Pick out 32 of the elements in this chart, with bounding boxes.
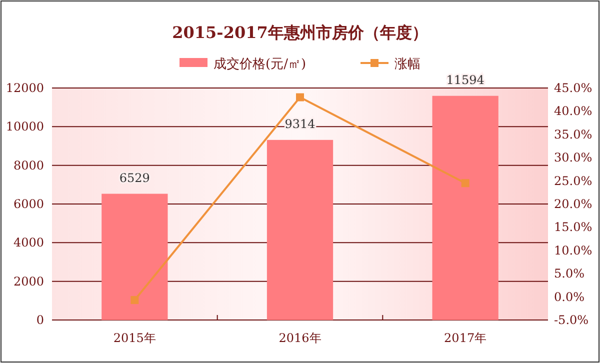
y-tick-label: 10000 xyxy=(6,120,44,134)
y2-tick-label: 5.0% xyxy=(554,266,584,281)
legend-label: 涨幅 xyxy=(394,57,420,72)
point xyxy=(130,296,139,304)
y2-tick-label: 35.0% xyxy=(554,127,592,142)
y2-tick-label: 30.0% xyxy=(554,150,592,165)
x-tick-label: 2015年 xyxy=(113,331,156,345)
y-tick-label: 2000 xyxy=(13,274,44,288)
y2-tick-label: 10.0% xyxy=(554,243,592,258)
chart-title: 2015-2017年惠州市房价（年度） xyxy=(172,23,428,42)
x-tick-label: 2017年 xyxy=(444,331,487,345)
y2-tick-label: 0.0% xyxy=(554,290,584,304)
y2-tick-label: 15.0% xyxy=(554,220,592,234)
y2-tick-label: 25.0% xyxy=(554,174,592,188)
legend-label: 成交价格(元/㎡) xyxy=(214,56,306,72)
y-tick-label: 6000 xyxy=(13,197,44,211)
bar xyxy=(432,96,498,320)
data-label: 6529 xyxy=(119,170,150,185)
y-tick-label: 8000 xyxy=(13,158,44,172)
x-tick-label: 2016年 xyxy=(278,331,322,345)
y2-tick-label: 40.0% xyxy=(554,104,592,118)
point xyxy=(461,179,470,188)
y2-tick-label: -5.0% xyxy=(554,313,589,327)
bar xyxy=(102,194,168,320)
y2-tick-label: 45.0% xyxy=(554,81,592,95)
point xyxy=(296,93,304,102)
y2-tick-label: 20.0% xyxy=(554,197,592,211)
data-label: 11594 xyxy=(446,72,484,87)
y-tick-label: 0 xyxy=(36,313,44,327)
y-tick-label: 12000 xyxy=(6,81,44,95)
y-tick-label: 4000 xyxy=(13,236,44,250)
bar xyxy=(266,140,334,320)
